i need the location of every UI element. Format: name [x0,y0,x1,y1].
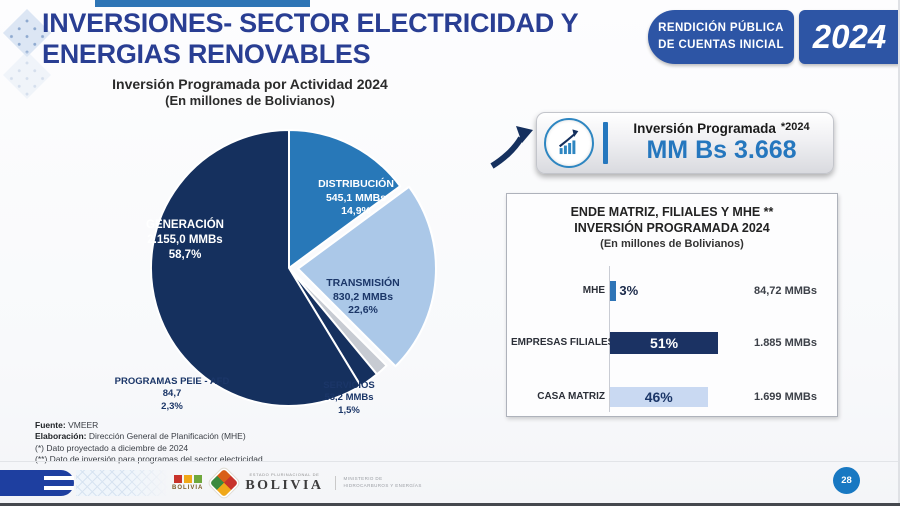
top-accent-strip [95,0,310,7]
pie-label-programas-peie-afd: PROGRAMAS PEIE - AFD 84,7 2,3% [114,376,230,412]
bar-chart-axis [609,266,610,412]
badge-text: Inversión Programada *2024 MM Bs 3.668 [618,121,833,165]
page-title: INVERSIONES- SECTOR ELECTRICIDAD Y ENERG… [42,8,642,71]
investment-summary-badge: Inversión Programada *2024 MM Bs 3.668 [536,112,834,174]
bar-row-empresas-filiales: EMPRESAS FILIALES 51% 1.885 MMBs [511,330,827,356]
bar-fill-empresas-filiales: 51% [610,332,719,354]
bar-pct-label: 51% [650,335,679,351]
bar-category-label: EMPRESAS FILIALES [511,337,615,348]
bolivia-wordmark: ESTADO PLURINACIONAL DE BOLIVIA [245,472,324,493]
ende-logo [0,470,74,496]
slide-right-edge [898,0,900,506]
pie-chart-title: Inversión Programada por Actividad 2024 [112,76,388,92]
badge-value: MM Bs 3.668 [646,136,797,164]
bar-category-label: CASA MATRIZ [537,391,605,402]
pie-slice-transmision [296,185,437,368]
slide-bottom-edge [0,503,900,506]
page-number-badge: 28 [833,467,860,494]
badge-divider [603,122,608,164]
badge-note: *2024 [780,121,810,133]
rendicion-badge-line1: RENDICIÓN PÚBLICA [658,21,784,34]
pie-label-distribucion: DISTRIBUCIÓN 545,1 MMBs 14,9% [318,178,394,218]
trend-chart-icon [544,118,594,168]
footnote-line: Elaboración: Dirección General de Planif… [35,431,246,442]
pie-chart-subtitle: (En millones de Bolivianos) [165,93,335,108]
pie-slice-generacion [150,129,362,407]
year-badge: 2024 [799,10,900,64]
footer-separator [0,461,900,462]
bar-fill-mhe [610,281,617,301]
bolivia-squares-logo: BOLIVIA [172,475,203,491]
pie-chart-title-block: Inversión Programada por Actividad 2024 … [30,76,470,108]
footnote-line: (**) Dato de inversión para programas de… [35,454,263,465]
footnote-line: (*) Dato proyectado a diciembre de 2024 [35,442,189,453]
rendicion-badge-line2: DE CUENTAS INICIAL [658,39,784,51]
bar-row-casa-matriz: CASA MATRIZ 46% 1.699 MMBs [521,384,827,410]
pie-slice-distribucion [288,129,402,269]
ende-bar-chart-panel: ENDE MATRIZ, FILIALES Y MHE ** INVERSIÓN… [506,193,838,417]
pie-chart: GENERACIÓN 2.155,0 MMBs 58,7% DISTRIBUCI… [30,112,470,442]
whipala-emblem-icon [210,468,239,498]
footer-pattern-band [76,470,168,496]
page-title-line1: INVERSIONES- SECTOR ELECTRICIDAD Y [42,8,579,38]
pie-label-generacion: GENERACIÓN 2.155,0 MMBs 58,7% [146,219,224,261]
pie-label-transmision: TRANSMISIÓN 830,2 MMBs 22,6% [326,277,400,317]
bar-value-label: 1.885 MMBs [754,337,817,349]
bar-value-label: 1.699 MMBs [754,391,817,403]
trend-arrow-icon [490,126,533,169]
bar-chart-title: ENDE MATRIZ, FILIALES Y MHE ** INVERSIÓN… [570,205,774,236]
footer-logos: BOLIVIA ESTADO PLURINACIONAL DE BOLIVIA … [172,466,422,500]
bar-fill-casa-matriz: 46% [610,387,708,407]
bar-category-label: MHE [582,285,605,296]
pie-chart-svg [150,129,437,407]
footnotes: Fuente: VMEER Elaboración: Dirección Gen… [35,420,263,466]
pie-label-servicios: SERVICIOS 53,2 MMBs 1,5% [323,380,375,416]
badge-label: Inversión Programada *2024 [633,121,810,136]
bar-chart-subtitle: (En millones de Bolivianos) [600,237,744,250]
bar-pct-label: 3% [619,283,639,298]
rendicion-badge: RENDICIÓN PÚBLICA DE CUENTAS INICIAL [648,10,794,64]
ministry-wordmark: MINISTERIO DE HIDROCARBUROS Y ENERGÍAS [334,476,422,490]
page-title-line2: ENERGIAS RENOVABLES [42,39,371,70]
bar-pct-label: 46% [644,389,673,405]
year-label: 2024 [812,18,887,55]
footnote-line: Fuente: VMEER [35,420,99,430]
bar-value-label: 84,72 MMBs [754,285,817,297]
bar-row-mhe: MHE 3% 84,72 MMBs [521,278,827,304]
